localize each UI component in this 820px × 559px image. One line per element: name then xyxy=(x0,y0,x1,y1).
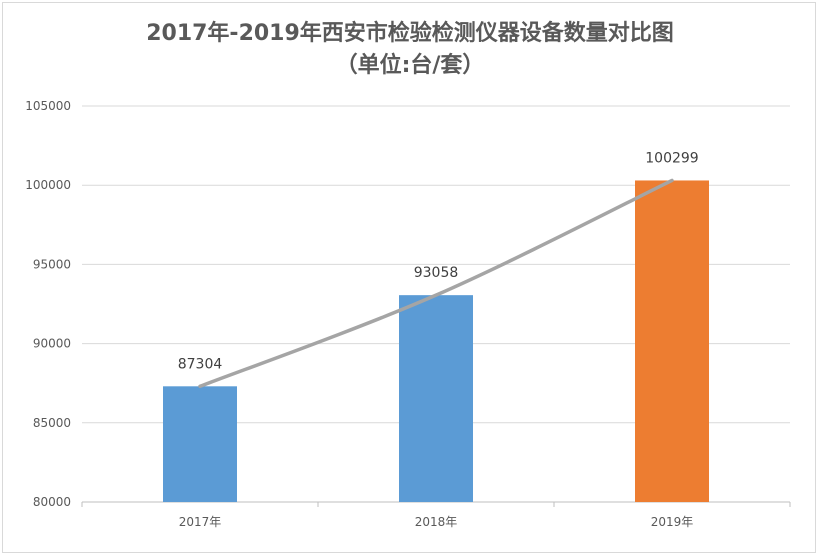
bar xyxy=(635,180,709,502)
chart-title: 2017年-2019年西安市检验检测仪器设备数量对比图 xyxy=(146,21,674,46)
data-label: 93058 xyxy=(414,265,459,281)
trend-line xyxy=(198,178,674,389)
chart-title-block: 2017年-2019年西安市检验检测仪器设备数量对比图 （单位:台/套） xyxy=(0,18,820,82)
chart-subtitle: （单位:台/套） xyxy=(335,53,485,78)
y-tick-label: 90000 xyxy=(33,337,71,351)
bar xyxy=(399,295,473,502)
y-tick-label: 105000 xyxy=(25,99,71,113)
x-tick-label: 2018年 xyxy=(415,515,458,529)
data-label: 87304 xyxy=(178,356,223,372)
bar xyxy=(163,386,237,502)
y-tick-label: 80000 xyxy=(33,495,71,509)
x-tick-label: 2019年 xyxy=(651,515,694,529)
x-tick-label: 2017年 xyxy=(179,515,222,529)
y-tick-label: 95000 xyxy=(33,257,71,271)
y-tick-label: 85000 xyxy=(33,416,71,430)
y-tick-label: 100000 xyxy=(25,178,71,192)
data-label: 100299 xyxy=(645,150,698,166)
